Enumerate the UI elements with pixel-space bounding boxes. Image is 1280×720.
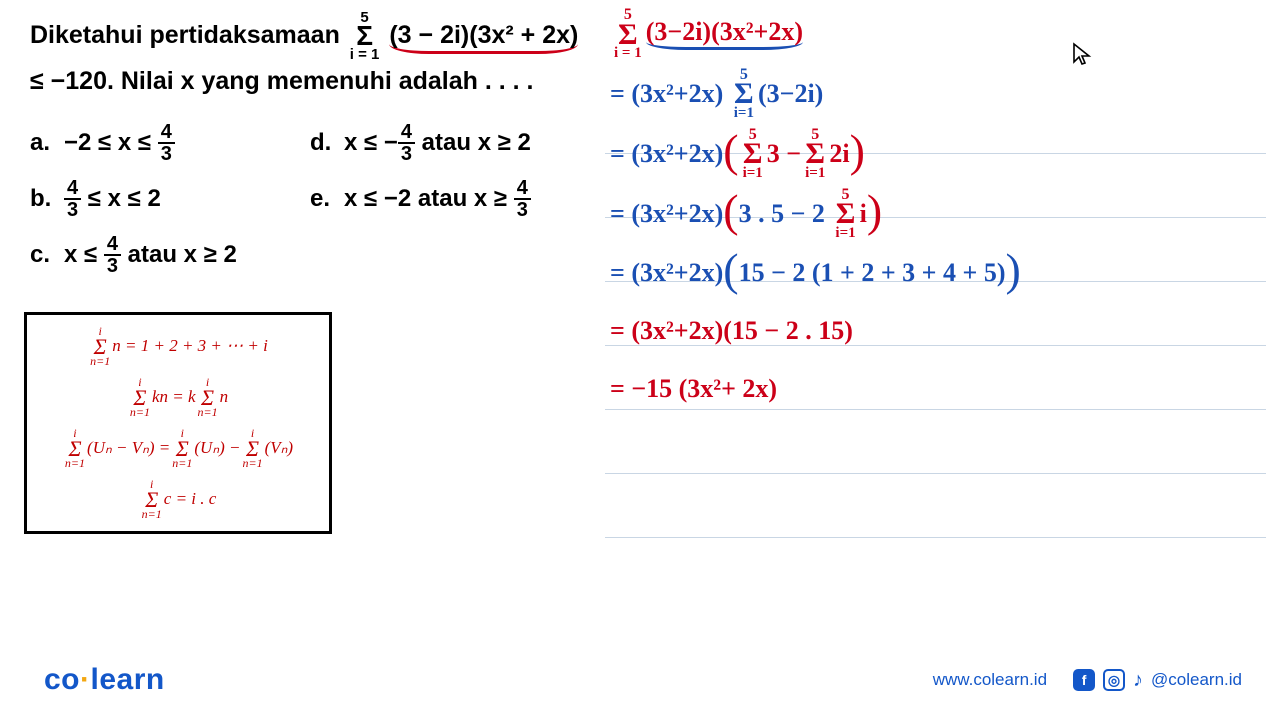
facebook-icon[interactable]: f	[1073, 669, 1095, 691]
choice-c: c. x ≤ 43 atau x ≥ 2	[30, 227, 290, 283]
q-line2: ≤ −120. Nilai x yang memenuhi adalah . .…	[30, 67, 534, 95]
q-prefix: Diketahui pertidaksamaan	[30, 21, 340, 49]
handwritten-work: 5Σi = 1 (3−2i)(3x²+2x) = (3x²+2x) 5Σi=1 …	[610, 8, 1260, 421]
formula-2: iΣn=1 kn = k iΣn=1 n	[35, 377, 321, 418]
choice-e: e. x ≤ −2 atau x ≥ 43	[310, 171, 610, 227]
work-line-2: = (3x²+2x) 5Σi=1 (3−2i)	[610, 68, 1260, 120]
choice-b: b. 43 ≤ x ≤ 2	[30, 171, 290, 227]
social-handle[interactable]: @colearn.id	[1151, 670, 1242, 690]
brand-logo: co·learn	[44, 663, 165, 697]
formula-3: iΣn=1 (Uₙ − Vₙ) = iΣn=1 (Uₙ) − iΣn=1 (Vₙ…	[35, 428, 321, 469]
work-line-6: = (3x²+2x) (15 − 2 . 15)	[610, 305, 1260, 355]
footer-url[interactable]: www.colearn.id	[933, 670, 1047, 690]
choice-d: d. x ≤ − 43 atau x ≥ 2	[310, 115, 610, 171]
formula-reference-box: iΣn=1 n = 1 + 2 + 3 + ⋯ + i iΣn=1 kn = k…	[24, 312, 332, 534]
tiktok-icon[interactable]: ♪	[1133, 669, 1143, 692]
question-text: Diketahui pertidaksamaan 5 Σ i = 1 (3 − …	[30, 10, 610, 101]
formula-4: iΣn=1 c = i . c	[35, 479, 321, 520]
instagram-icon[interactable]: ◎	[1103, 669, 1125, 691]
cursor-icon	[1072, 42, 1092, 72]
work-line-1: 5Σi = 1 (3−2i)(3x²+2x)	[610, 8, 1260, 60]
q-expression: (3 − 2i)(3x² + 2x)	[389, 21, 578, 54]
choice-a: a. −2 ≤ x ≤ 43	[30, 115, 290, 171]
work-line-7: = −15 (3x²+ 2x)	[610, 363, 1260, 413]
formula-1: iΣn=1 n = 1 + 2 + 3 + ⋯ + i	[35, 326, 321, 367]
footer: co·learn www.colearn.id f ◎ ♪ @colearn.i…	[0, 654, 1280, 720]
social-icons: f ◎ ♪ @colearn.id	[1073, 669, 1242, 692]
sigma-symbol: 5 Σ i = 1	[350, 10, 380, 62]
work-line-5: = (3x²+2x) ( 15 − 2 (1 + 2 + 3 + 4 + 5) …	[610, 247, 1260, 297]
work-line-4: = (3x²+2x) ( 3 . 5 − 2 5Σi=1 i )	[610, 188, 1260, 240]
work-line-3: = (3x²+2x) ( 5Σi=1 3 − 5Σi=1 2i )	[610, 128, 1260, 180]
